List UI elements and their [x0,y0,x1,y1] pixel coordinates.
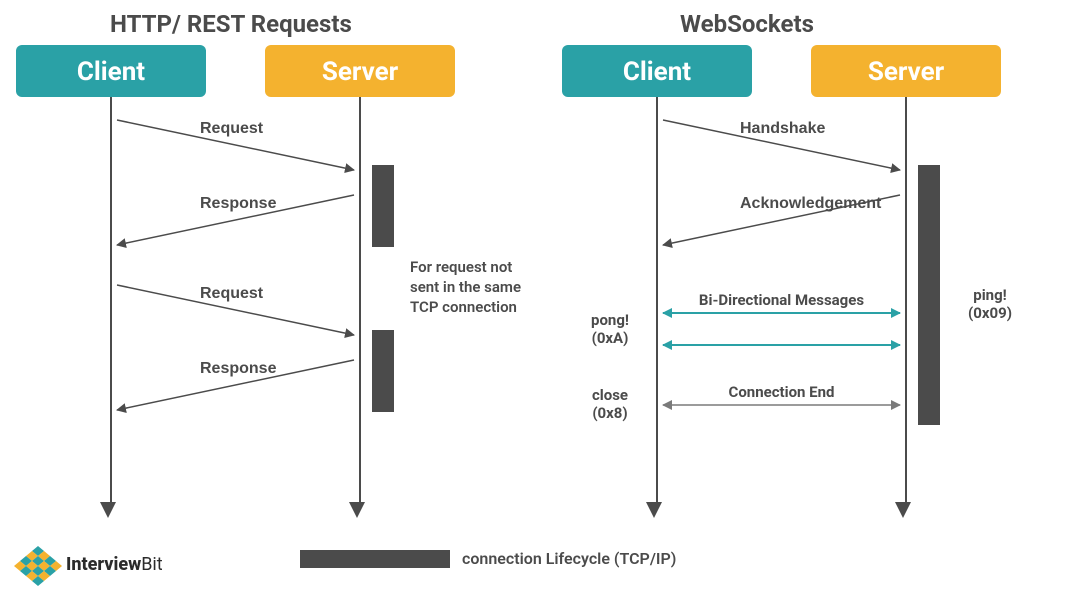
ws-close-1: close [592,386,628,404]
ws-client-label: Client [623,57,691,87]
http-note-1: For request not [410,258,512,276]
ws-title: WebSockets [680,10,814,38]
http-activation-1 [372,330,394,412]
diagram-svg: HTTP/ REST Requests Client Server Request Re… [10,10,1059,588]
http-server-label: Server [322,57,399,87]
ws-server-label: Server [868,57,945,87]
ws-ping-1: ping! [973,286,1006,304]
http-arrow-label-3: Response [200,360,277,377]
http-note-3: TCP connection [410,298,517,316]
http-arrow-label-0: Request [200,120,264,137]
http-arrow-label-2: Request [200,285,264,302]
ws-connend-label: Connection End [729,383,835,401]
ws-close-2: (0x8) [592,404,627,422]
logo-text: InterviewBit [66,554,163,575]
ws-activation [918,165,940,425]
ws-arrow-label-1: Acknowledgement [740,195,882,212]
ws-bidi-label-0: Bi-Directional Messages [699,291,864,309]
ws-pong-2: (0xA) [592,329,629,347]
http-note-2: sent in the same [410,278,521,296]
http-arrow-label-1: Response [200,195,277,212]
legend-bar [300,550,450,568]
ws-arrow-label-0: Handshake [740,120,825,137]
http-client-label: Client [77,57,145,87]
http-activation-0 [372,165,394,247]
http-title: HTTP/ REST Requests [110,10,352,38]
legend-text: connection Lifecycle (TCP/IP) [462,549,676,568]
logo: InterviewBit [14,546,163,586]
ws-ping-2: (0x09) [968,304,1012,322]
ws-pong-1: pong! [591,311,629,329]
